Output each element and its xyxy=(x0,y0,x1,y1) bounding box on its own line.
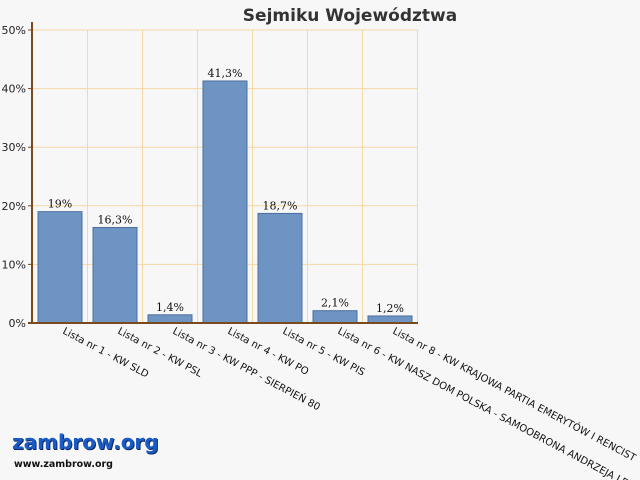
bar-6 xyxy=(312,310,358,324)
category-label-6: Lista nr 6 - KW NASZ DOM POLSKA - SAMOOB… xyxy=(336,326,640,480)
chart-title: Sejmiku Województwa xyxy=(243,6,457,26)
bar-7 xyxy=(367,315,413,324)
y-tick-label: 10% xyxy=(2,258,26,271)
y-tick-label: 20% xyxy=(2,200,26,213)
bar-4 xyxy=(202,80,248,324)
axes xyxy=(28,22,418,324)
y-tick-label: 30% xyxy=(2,141,26,154)
y-tick-label: 40% xyxy=(2,83,26,96)
data-label-6: 2,1% xyxy=(321,297,349,310)
bar-5 xyxy=(257,212,303,324)
logo-url: www.zambrow.org xyxy=(14,459,113,470)
data-label-7: 1,2% xyxy=(376,302,404,315)
data-label-2: 16,3% xyxy=(98,213,133,226)
y-tick-label: 0% xyxy=(9,317,26,330)
data-labels: 19% 16,3% 1,4% 41,3% 18,7% 2,1% 1,2% xyxy=(48,67,404,315)
bar-2 xyxy=(92,226,138,324)
bar-3 xyxy=(147,314,193,324)
logo-text: zambrow.org xyxy=(12,430,159,454)
category-label-7: Lista nr 8 - KW KRAJOWA PARTIA EMERYTÓW … xyxy=(391,324,640,464)
bars xyxy=(37,80,413,324)
data-label-4: 41,3% xyxy=(208,67,243,80)
y-axis-ticks: 0% 10% 20% 30% 40% 50% xyxy=(2,24,32,330)
bar-1 xyxy=(37,211,83,324)
data-label-3: 1,4% xyxy=(156,301,184,314)
y-tick-label: 50% xyxy=(2,24,26,37)
data-label-5: 18,7% xyxy=(263,199,298,212)
data-label-1: 19% xyxy=(48,198,72,211)
site-logo: zambrow.org www.zambrow.org xyxy=(10,430,159,474)
